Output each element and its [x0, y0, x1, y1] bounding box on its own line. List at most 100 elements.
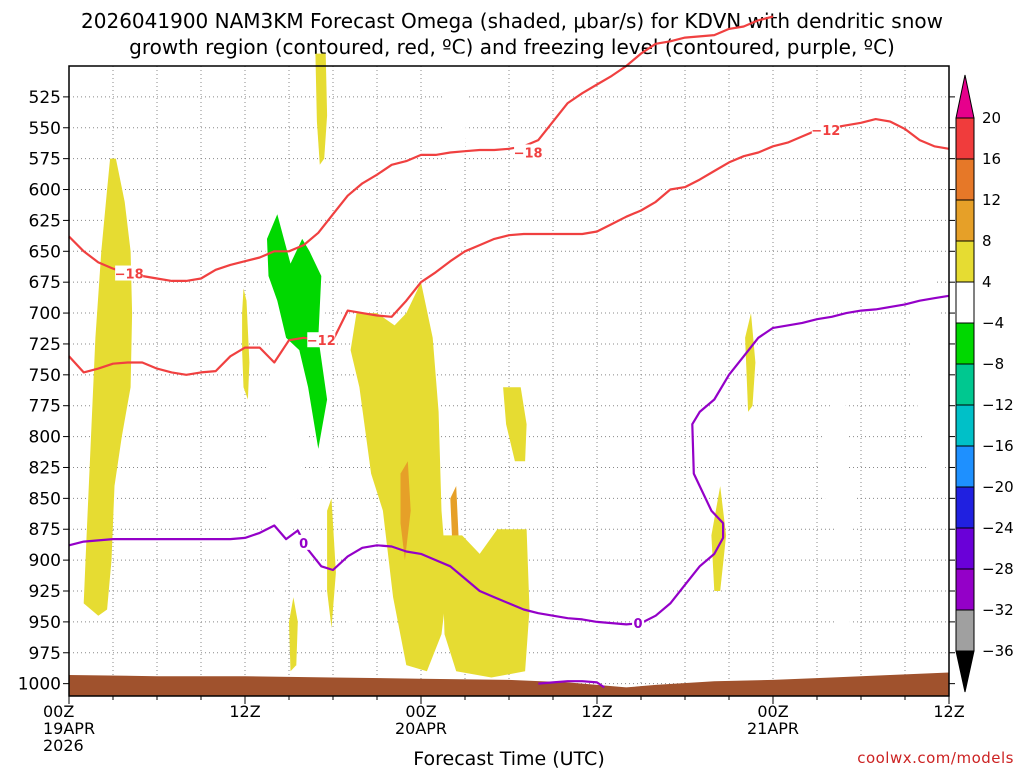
colorbar-band: [955, 527, 975, 570]
x-axis-title: Forecast Time (UTC): [413, 748, 604, 768]
colorbar-label: −8: [982, 355, 1004, 373]
x-tick-label: 20APR: [395, 719, 447, 738]
omega-region: [350, 282, 448, 672]
x-tick-label: 00Z: [757, 702, 788, 721]
y-tick-label: 925: [29, 582, 61, 602]
colorbar-band: [955, 281, 975, 324]
omega-region: [289, 597, 298, 672]
colorbar-band: [955, 117, 975, 160]
contour-line: [68, 118, 950, 376]
y-tick-label: 850: [29, 489, 61, 509]
terrain-fill: [69, 672, 949, 696]
colorbar-band: [955, 609, 975, 652]
y-tick-label: 525: [29, 88, 61, 108]
colorbar-label: −12: [982, 396, 1014, 414]
y-tick-label: 600: [29, 181, 61, 201]
omega-region: [441, 529, 530, 678]
omega-region: [745, 313, 756, 412]
contour-lines: [68, 15, 950, 689]
y-tick-label: 875: [29, 520, 61, 540]
colorbar-label: −16: [982, 437, 1014, 455]
omega-region: [819, 399, 856, 548]
y-axis: 525 550 575 600 625 650 675 700 725 750 775 800 825 8…: [18, 88, 955, 695]
x-tick-label: 19APR: [43, 719, 95, 738]
y-tick-label: 750: [29, 366, 61, 386]
contour-label: −12: [811, 124, 840, 139]
y-tick-label: 950: [29, 613, 61, 633]
y-tick-label: 725: [29, 335, 61, 355]
x-tick-label: 12Z: [229, 702, 260, 721]
colorbar-label: 12: [982, 191, 1001, 209]
colorbar-band: [955, 445, 975, 488]
colorbar-label: −4: [982, 314, 1004, 332]
chart-title-line-1: 2026041900 NAM3KM Forecast Omega (shaded…: [81, 9, 943, 33]
colorbar-band: [955, 322, 975, 365]
colorbar-label: 20: [982, 109, 1001, 127]
colorbar-band: [955, 199, 975, 242]
y-tick-label: 975: [29, 644, 61, 664]
contour-labels: −18 −18 −12 −12 0 0: [115, 122, 840, 632]
colorbar-label: −28: [982, 560, 1014, 578]
x-tick-label: 2026: [43, 736, 84, 755]
y-tick-label: 700: [29, 304, 61, 324]
omega-region: [242, 288, 250, 400]
contour-label: 0: [634, 617, 643, 632]
omega-region: [400, 461, 411, 561]
y-tick-label: 900: [29, 551, 61, 571]
y-tick-label: 775: [29, 397, 61, 417]
colorbar-band: [955, 568, 975, 611]
y-tick-label: 650: [29, 242, 61, 262]
colorbar-band: [955, 363, 975, 406]
contour-label-backdrop: [307, 332, 336, 348]
y-tick-label: 625: [29, 211, 61, 231]
x-tick-label: 12Z: [933, 702, 964, 721]
colorbar-top-arrow: [955, 74, 975, 119]
terrain-shape: [69, 672, 949, 696]
contour-label: 0: [299, 537, 308, 552]
omega-region: [315, 53, 328, 165]
omega-region: [834, 603, 851, 653]
colorbar-label: −36: [982, 642, 1014, 660]
colorbar-band: [955, 486, 975, 529]
colorbar-band: [955, 404, 975, 447]
colorbar-label: −20: [982, 478, 1014, 496]
contour-label-backdrop: [632, 615, 645, 631]
contour-line: [68, 15, 774, 282]
contour-label-backdrop: [514, 144, 543, 160]
colorbar-bottom-arrow: [955, 650, 975, 693]
omega-region: [910, 263, 949, 480]
credit-text: coolwx.com/models: [857, 749, 1014, 767]
contour-line: [68, 294, 950, 626]
colorbar: 20 16 12 8 4 −4 −8 −12 −16 −20 −24 −28 −32 −36: [955, 74, 1014, 693]
plot-area: −18 −18 −12 −12 0 0: [68, 15, 950, 697]
chart-title-line-2: growth region (contoured, red, ºC) and f…: [129, 35, 895, 59]
omega-region: [267, 214, 328, 449]
x-tick-label: 21APR: [747, 719, 799, 738]
x-tick-label: 00Z: [405, 702, 436, 721]
y-tick-label: 825: [29, 458, 61, 478]
contour-label-backdrop: [115, 265, 144, 281]
colorbar-label: 4: [982, 273, 992, 291]
colorbar-band: [955, 240, 975, 283]
x-tick-label: 12Z: [581, 702, 612, 721]
y-tick-label: 575: [29, 150, 61, 170]
contour-label-backdrop: [297, 534, 310, 550]
contour-label: −12: [307, 334, 336, 349]
y-tick-label: 675: [29, 273, 61, 293]
contour-label: −18: [514, 146, 543, 161]
colorbar-label: −32: [982, 601, 1014, 619]
colorbar-label: 16: [982, 150, 1001, 168]
contour-line: [538, 680, 605, 689]
omega-region: [503, 387, 527, 462]
contour-label-backdrop: [811, 122, 840, 138]
colorbar-label: 8: [982, 232, 992, 250]
y-tick-label: 550: [29, 119, 61, 139]
omega-region: [711, 486, 727, 591]
x-tick-label: 00Z: [43, 702, 74, 721]
y-tick-label: 800: [29, 428, 61, 448]
contour-label: −18: [115, 268, 144, 283]
omega-region: [327, 498, 336, 629]
y-tick-label: 1000: [18, 675, 61, 695]
